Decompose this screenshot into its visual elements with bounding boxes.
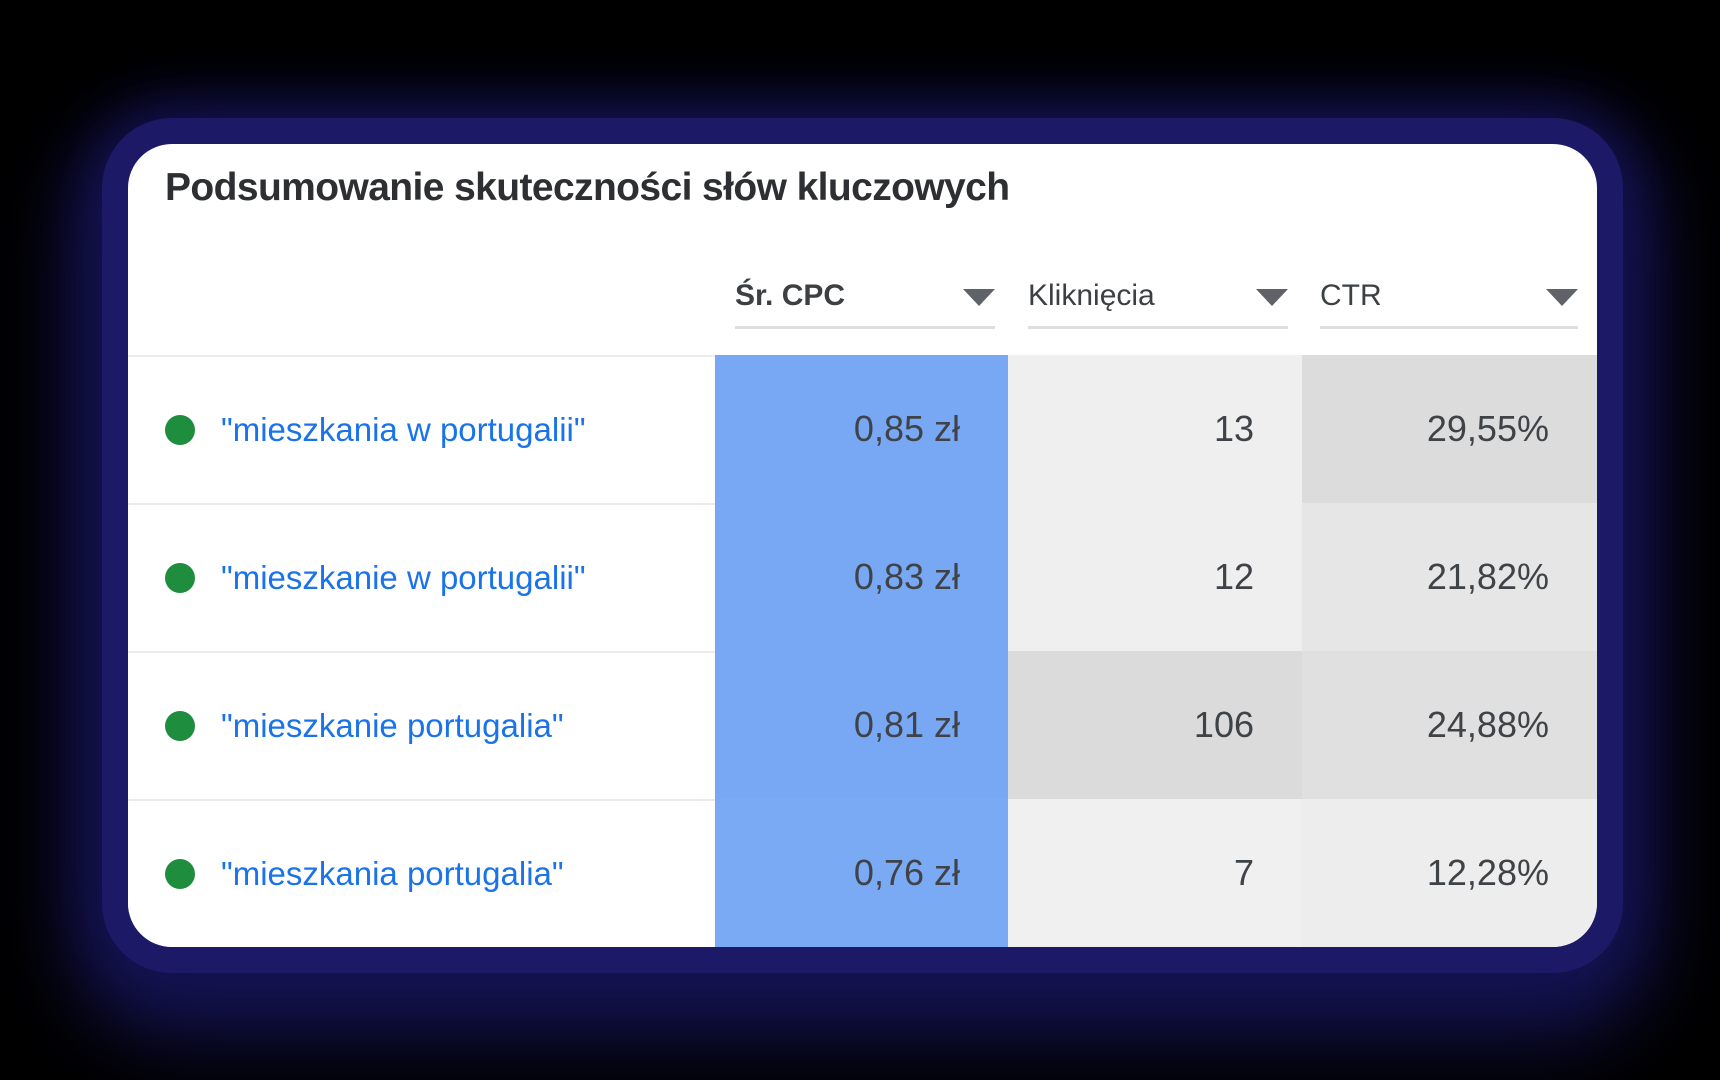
- ctr-cell: 21,82%: [1302, 503, 1597, 651]
- chevron-down-icon[interactable]: [1256, 289, 1288, 306]
- status-enabled-icon: [165, 563, 195, 593]
- ctr-cell: 24,88%: [1302, 651, 1597, 799]
- column-header-avg-cpc[interactable]: Śr. CPC: [735, 265, 995, 329]
- table-body: "mieszkania w portugalii" 0,85 zł 13 29,…: [128, 355, 1597, 947]
- table-row: "mieszkania w portugalii" 0,85 zł 13 29,…: [128, 355, 1597, 503]
- keyword-cell: "mieszkania w portugalii": [128, 355, 715, 503]
- table-row: "mieszkanie w portugalii" 0,83 zł 12 21,…: [128, 503, 1597, 651]
- keyword-link[interactable]: "mieszkanie portugalia": [221, 707, 564, 744]
- column-header-ctr[interactable]: CTR: [1320, 265, 1578, 329]
- ctr-cell: 12,28%: [1302, 799, 1597, 947]
- status-enabled-icon: [165, 711, 195, 741]
- avg-cpc-cell: 0,76 zł: [715, 799, 1008, 947]
- table-row: "mieszkanie portugalia" 0,81 zł 106 24,8…: [128, 651, 1597, 799]
- keyword-link[interactable]: "mieszkanie w portugalii": [221, 559, 586, 596]
- keyword-cell: "mieszkanie portugalia": [128, 651, 715, 799]
- card-title: Podsumowanie skuteczności słów kluczowyc…: [165, 166, 1010, 209]
- keyword-link[interactable]: "mieszkania portugalia": [221, 855, 564, 892]
- status-enabled-icon: [165, 859, 195, 889]
- keyword-performance-summary-card: Podsumowanie skuteczności słów kluczowyc…: [128, 144, 1597, 947]
- column-header-label-clicks: Kliknięcia: [1028, 278, 1155, 312]
- status-enabled-icon: [165, 415, 195, 445]
- chevron-down-icon[interactable]: [963, 289, 995, 306]
- clicks-cell: 106: [1008, 651, 1302, 799]
- ctr-cell: 29,55%: [1302, 355, 1597, 503]
- column-header-label-avg-cpc: Śr. CPC: [735, 278, 846, 312]
- table-header-row: Śr. CPC Kliknięcia CTR: [128, 265, 1597, 329]
- clicks-cell: 12: [1008, 503, 1302, 651]
- keyword-cell: "mieszkania portugalia": [128, 799, 715, 947]
- chevron-down-icon[interactable]: [1546, 289, 1578, 306]
- column-header-label-ctr: CTR: [1320, 278, 1382, 312]
- clicks-cell: 7: [1008, 799, 1302, 947]
- table-row: "mieszkania portugalia" 0,76 zł 7 12,28%: [128, 799, 1597, 947]
- column-header-clicks[interactable]: Kliknięcia: [1028, 265, 1288, 329]
- clicks-cell: 13: [1008, 355, 1302, 503]
- avg-cpc-cell: 0,83 zł: [715, 503, 1008, 651]
- keyword-link[interactable]: "mieszkania w portugalii": [221, 411, 586, 448]
- avg-cpc-cell: 0,81 zł: [715, 651, 1008, 799]
- avg-cpc-cell: 0,85 zł: [715, 355, 1008, 503]
- keyword-cell: "mieszkanie w portugalii": [128, 503, 715, 651]
